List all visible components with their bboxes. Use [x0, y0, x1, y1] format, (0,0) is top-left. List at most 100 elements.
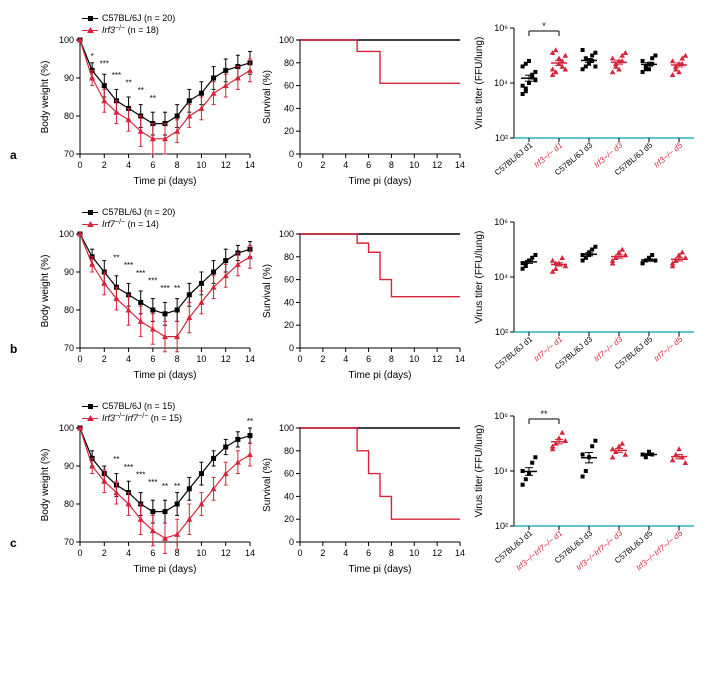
svg-text:80: 80 — [284, 58, 294, 68]
svg-text:0: 0 — [289, 343, 294, 353]
svg-text:10²: 10² — [495, 133, 508, 143]
svg-text:8: 8 — [175, 354, 180, 364]
svg-text:***: *** — [160, 284, 169, 293]
svg-text:2: 2 — [102, 354, 107, 364]
svg-text:**: ** — [174, 284, 180, 293]
svg-text:12: 12 — [221, 548, 231, 558]
svg-text:10: 10 — [409, 548, 419, 558]
svg-text:14: 14 — [245, 354, 255, 364]
svg-text:40: 40 — [284, 297, 294, 307]
svg-text:**: ** — [162, 482, 168, 491]
svg-text:**: ** — [113, 254, 119, 263]
figure-grid: a70809010002468101214Body weight (%)Time… — [10, 10, 706, 578]
svg-text:14: 14 — [455, 548, 465, 558]
svg-text:Virus titer (FFU/lung): Virus titer (FFU/lung) — [474, 425, 485, 518]
svg-text:Time pi (days): Time pi (days) — [134, 564, 197, 575]
svg-text:70: 70 — [64, 343, 74, 353]
svg-text:100: 100 — [59, 229, 74, 239]
svg-text:8: 8 — [389, 354, 394, 364]
svg-text:8: 8 — [389, 548, 394, 558]
svg-text:80: 80 — [64, 111, 74, 121]
panel-row: a70809010002468101214Body weight (%)Time… — [10, 10, 706, 190]
svg-text:**: ** — [138, 86, 144, 95]
svg-text:***: *** — [124, 261, 133, 270]
svg-text:C57BL/6J d1: C57BL/6J d1 — [493, 334, 535, 371]
svg-text:***: *** — [124, 463, 133, 472]
svg-text:Virus titer (FFU/lung): Virus titer (FFU/lung) — [474, 231, 485, 324]
svg-text:Time pi (days): Time pi (days) — [134, 176, 197, 187]
svg-text:C57BL/6J d1: C57BL/6J d1 — [493, 140, 535, 177]
svg-text:**: ** — [540, 409, 548, 419]
survival-chart: 02040608010002468101214Survival (%)Time … — [260, 12, 470, 190]
svg-text:10⁶: 10⁶ — [494, 411, 508, 421]
svg-text:100: 100 — [59, 35, 74, 45]
svg-text:Irf7−/− (n = 14): Irf7−/− (n = 14) — [102, 219, 159, 230]
svg-text:Irf3−/−Irf7−/− (n = 15): Irf3−/−Irf7−/− (n = 15) — [102, 413, 182, 424]
svg-text:10: 10 — [196, 160, 206, 170]
svg-text:4: 4 — [343, 548, 348, 558]
survival-chart: 02040608010002468101214Survival (%)Time … — [260, 206, 470, 384]
svg-text:10: 10 — [196, 354, 206, 364]
svg-text:0: 0 — [77, 354, 82, 364]
svg-text:12: 12 — [221, 160, 231, 170]
svg-text:20: 20 — [284, 320, 294, 330]
svg-text:12: 12 — [432, 160, 442, 170]
svg-text:10: 10 — [409, 354, 419, 364]
svg-text:0: 0 — [77, 160, 82, 170]
svg-text:**: ** — [113, 455, 119, 464]
svg-text:10⁴: 10⁴ — [494, 78, 508, 88]
titer-chart: 10²10⁴10⁶Virus titer (FFU/lung)C57BL/6J … — [470, 10, 702, 190]
svg-text:20: 20 — [284, 126, 294, 136]
svg-text:6: 6 — [366, 548, 371, 558]
svg-text:10⁴: 10⁴ — [494, 466, 508, 476]
svg-text:60: 60 — [284, 81, 294, 91]
svg-text:***: *** — [112, 71, 121, 80]
svg-text:6: 6 — [366, 354, 371, 364]
svg-text:4: 4 — [343, 354, 348, 364]
svg-text:***: *** — [148, 478, 157, 487]
svg-text:6: 6 — [366, 160, 371, 170]
svg-text:**: ** — [247, 417, 253, 426]
svg-text:80: 80 — [64, 499, 74, 509]
svg-text:0: 0 — [77, 548, 82, 558]
svg-text:60: 60 — [284, 469, 294, 479]
survival-chart: 02040608010002468101214Survival (%)Time … — [260, 400, 470, 578]
svg-text:0: 0 — [297, 160, 302, 170]
svg-text:Time pi (days): Time pi (days) — [349, 370, 412, 381]
svg-text:6: 6 — [150, 548, 155, 558]
svg-text:2: 2 — [102, 160, 107, 170]
svg-text:8: 8 — [175, 160, 180, 170]
svg-text:100: 100 — [279, 229, 294, 239]
svg-text:Survival (%): Survival (%) — [262, 458, 273, 512]
svg-text:***: *** — [148, 276, 157, 285]
svg-text:Irf3−/− d5: Irf3−/− d5 — [652, 140, 684, 169]
svg-text:80: 80 — [284, 446, 294, 456]
svg-text:2: 2 — [320, 548, 325, 558]
svg-text:Irf7−/− d5: Irf7−/− d5 — [652, 334, 684, 363]
svg-text:**: ** — [174, 482, 180, 491]
svg-text:Body weight (%): Body weight (%) — [40, 255, 51, 328]
svg-text:0: 0 — [297, 354, 302, 364]
panel-letter: a — [10, 148, 36, 190]
svg-text:12: 12 — [432, 354, 442, 364]
svg-text:4: 4 — [126, 354, 131, 364]
panel-letter: b — [10, 342, 36, 384]
svg-text:70: 70 — [64, 537, 74, 547]
weight-chart: 70809010002468101214Body weight (%)Time … — [36, 400, 260, 578]
svg-text:***: *** — [100, 60, 109, 69]
panel-row: c70809010002468101214Body weight (%)Time… — [10, 398, 706, 578]
svg-text:8: 8 — [389, 160, 394, 170]
svg-text:10⁶: 10⁶ — [494, 23, 508, 33]
svg-text:6: 6 — [150, 160, 155, 170]
svg-text:4: 4 — [343, 160, 348, 170]
svg-text:**: ** — [150, 94, 156, 103]
svg-text:14: 14 — [455, 354, 465, 364]
svg-text:20: 20 — [284, 514, 294, 524]
panel-letter: c — [10, 536, 36, 578]
svg-text:60: 60 — [284, 275, 294, 285]
titer-chart: 10²10⁴10⁶Virus titer (FFU/lung)C57BL/6J … — [470, 204, 702, 384]
svg-text:90: 90 — [64, 461, 74, 471]
svg-text:C57BL/6J (n = 15): C57BL/6J (n = 15) — [102, 401, 175, 411]
svg-text:40: 40 — [284, 103, 294, 113]
weight-chart: 70809010002468101214Body weight (%)Time … — [36, 206, 260, 384]
